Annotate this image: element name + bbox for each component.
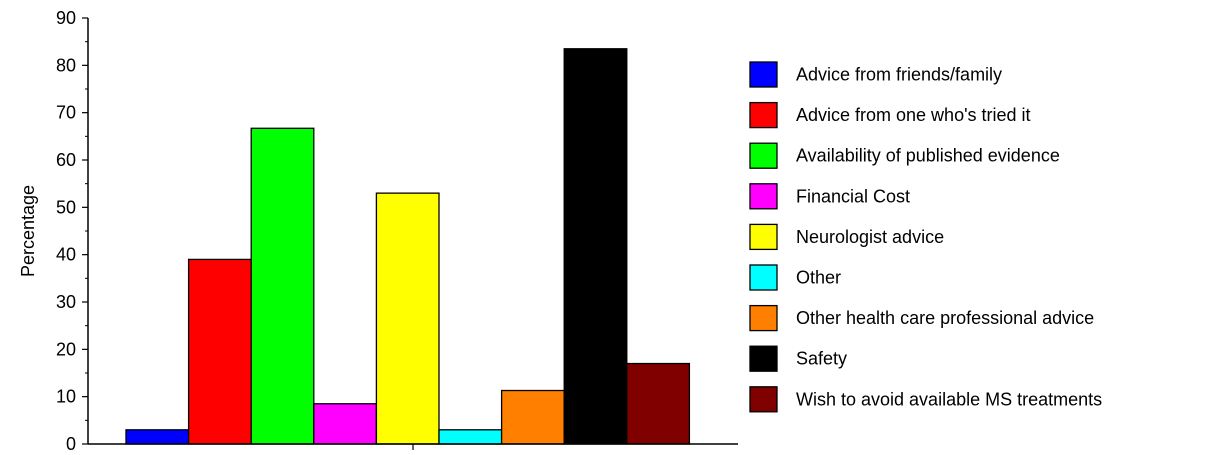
- y-axis-ticks: 0 10 20 30 40 50 60 70 80 90: [56, 8, 88, 454]
- legend-swatch: [749, 142, 778, 169]
- bars: [125, 48, 691, 445]
- y-tick-label: 90: [56, 8, 76, 28]
- legend-swatch: [749, 223, 778, 251]
- legend-label: Safety: [796, 349, 847, 369]
- legend-swatch: [749, 345, 778, 372]
- legend-swatch: [749, 386, 778, 413]
- bar: [375, 192, 440, 445]
- legend-label: Wish to avoid available MS treatments: [796, 389, 1102, 409]
- legend-label: Advice from friends/family: [796, 65, 1002, 85]
- bar: [626, 362, 691, 445]
- legend: Advice from friends/family Advice from on…: [749, 61, 1102, 413]
- legend-swatch: [749, 101, 778, 129]
- y-tick-label: 40: [56, 245, 76, 265]
- y-tick-label: 20: [56, 339, 76, 359]
- y-tick-label: 70: [56, 103, 76, 123]
- legend-label: Availability of published evidence: [796, 146, 1060, 166]
- y-axis-label: Percentage: [18, 185, 38, 277]
- bar: [125, 429, 190, 445]
- bar: [313, 403, 378, 445]
- legend-label: Financial Cost: [796, 186, 910, 206]
- legend-swatch: [749, 61, 778, 88]
- bar: [438, 429, 503, 445]
- legend-swatch: [749, 304, 778, 332]
- axes: [87, 18, 738, 450]
- legend-swatch: [749, 183, 778, 210]
- y-tick-label: 50: [56, 197, 76, 217]
- legend-label: Neurologist advice: [796, 227, 944, 247]
- bar: [500, 389, 565, 445]
- y-tick-label: 80: [56, 55, 76, 75]
- legend-label: Other: [796, 268, 841, 288]
- legend-swatch: [749, 264, 778, 291]
- bar: [187, 258, 252, 445]
- legend-label: Other health care professional advice: [796, 308, 1094, 328]
- y-tick-label: 10: [56, 387, 76, 407]
- bar: [250, 127, 315, 445]
- legend-label: Advice from one who's tried it: [796, 105, 1031, 125]
- bar: [563, 48, 628, 445]
- y-tick-label: 0: [66, 434, 76, 454]
- y-tick-label: 30: [56, 292, 76, 312]
- y-tick-label: 60: [56, 150, 76, 170]
